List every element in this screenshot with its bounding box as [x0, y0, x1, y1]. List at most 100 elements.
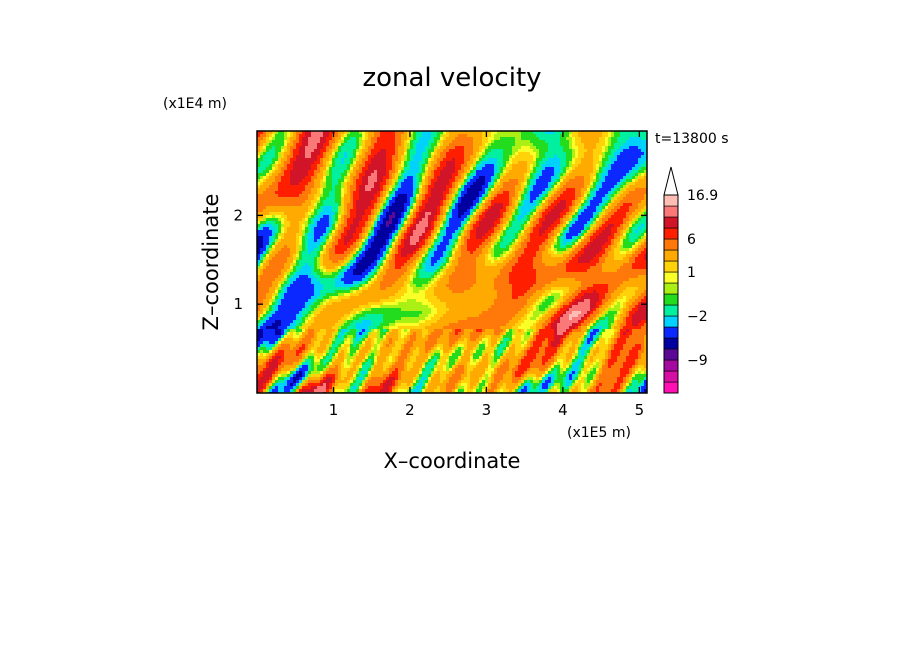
field-cell — [395, 173, 399, 177]
field-cell — [383, 236, 387, 240]
field-cell — [452, 182, 456, 186]
field-cell — [275, 161, 279, 165]
field-cell — [416, 152, 420, 156]
field-cell — [359, 236, 363, 240]
field-cell — [284, 131, 288, 135]
field-cell — [578, 239, 582, 243]
field-cell — [311, 200, 315, 204]
field-cell — [326, 161, 330, 165]
field-cell — [434, 161, 438, 165]
field-cell — [473, 185, 477, 189]
field-cell — [371, 215, 375, 219]
field-cell — [563, 239, 567, 243]
field-cell — [386, 206, 390, 210]
field-cell — [587, 131, 591, 135]
field-cell — [431, 209, 435, 213]
field-cell — [272, 245, 276, 249]
field-cell — [494, 233, 498, 237]
field-cell — [467, 176, 471, 180]
field-cell — [476, 152, 480, 156]
field-cell — [317, 158, 321, 162]
field-cell — [413, 158, 417, 162]
field-cell — [317, 194, 321, 198]
field-cell — [554, 203, 558, 207]
field-cell — [263, 134, 267, 138]
field-cell — [578, 197, 582, 201]
field-cell — [401, 185, 405, 189]
field-cell — [446, 164, 450, 168]
field-cell — [410, 218, 414, 222]
field-cell — [296, 221, 300, 225]
field-cell — [365, 218, 369, 222]
field-cell — [308, 179, 312, 183]
field-cell — [272, 179, 276, 183]
field-cell — [260, 176, 264, 180]
field-cell — [548, 167, 552, 171]
field-cell — [419, 158, 423, 162]
field-cell — [632, 164, 636, 168]
field-cell — [296, 236, 300, 240]
field-cell — [569, 212, 573, 216]
field-cell — [311, 173, 315, 177]
field-cell — [587, 158, 591, 162]
field-cell — [305, 191, 309, 195]
field-cell — [479, 137, 483, 141]
field-cell — [380, 245, 384, 249]
field-cell — [290, 185, 294, 189]
field-cell — [485, 197, 489, 201]
field-cell — [626, 230, 630, 234]
field-cell — [359, 212, 363, 216]
field-cell — [374, 143, 378, 147]
field-cell — [461, 170, 465, 174]
field-cell — [428, 134, 432, 138]
field-cell — [452, 200, 456, 204]
field-cell — [503, 209, 507, 213]
field-cell — [362, 146, 366, 150]
field-cell — [287, 143, 291, 147]
field-cell — [560, 200, 564, 204]
field-cell — [644, 158, 647, 162]
field-cell — [425, 224, 429, 228]
field-cell — [515, 236, 519, 240]
field-cell — [272, 191, 276, 195]
field-cell — [638, 173, 642, 177]
field-cell — [473, 140, 477, 144]
field-cell — [455, 149, 459, 153]
field-cell — [605, 152, 609, 156]
field-cell — [386, 173, 390, 177]
field-cell — [356, 194, 360, 198]
field-cell — [542, 185, 546, 189]
field-cell — [644, 155, 647, 159]
field-cell — [296, 179, 300, 183]
field-cell — [302, 245, 306, 249]
field-cell — [314, 194, 318, 198]
field-cell — [437, 179, 441, 183]
field-cell — [575, 194, 579, 198]
field-cell — [272, 182, 276, 186]
field-cell — [386, 131, 390, 135]
field-cell — [551, 149, 555, 153]
field-cell — [530, 203, 534, 207]
field-cell — [533, 158, 537, 162]
field-cell — [575, 209, 579, 213]
field-cell — [341, 191, 345, 195]
field-cell — [506, 146, 510, 150]
field-cell — [455, 146, 459, 150]
field-cell — [626, 179, 630, 183]
field-cell — [488, 224, 492, 228]
field-cell — [257, 242, 261, 246]
field-cell — [329, 173, 333, 177]
field-cell — [407, 158, 411, 162]
field-cell — [314, 188, 318, 192]
field-cell — [305, 206, 309, 210]
field-cell — [269, 173, 273, 177]
field-cell — [623, 221, 627, 225]
field-cell — [503, 149, 507, 153]
field-cell — [545, 134, 549, 138]
field-cell — [422, 212, 426, 216]
field-cell — [533, 233, 537, 237]
field-cell — [518, 185, 522, 189]
field-cell — [419, 137, 423, 141]
field-cell — [335, 239, 339, 243]
field-cell — [452, 155, 456, 159]
